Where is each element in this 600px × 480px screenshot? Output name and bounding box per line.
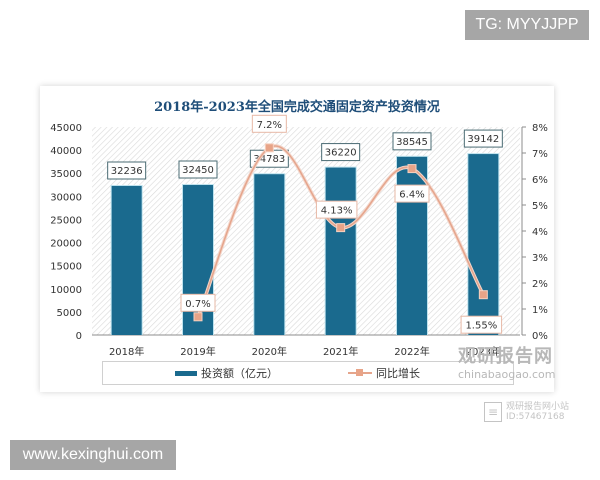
y-right-tick-label: 3% <box>532 253 548 264</box>
growth-value-label: 7.2% <box>257 120 282 131</box>
bar-investment <box>397 156 427 335</box>
y-left-tick-label: 40000 <box>50 146 82 157</box>
bar-value-label: 38545 <box>396 137 428 148</box>
bar-value-label-box <box>107 161 147 180</box>
x-tick-label: 2023年 <box>466 345 501 358</box>
growth-value-label: 0.7% <box>185 299 210 310</box>
bar-investment <box>254 174 285 335</box>
growth-value-label-box <box>460 315 503 334</box>
legend-label-investment: 投资额（亿元） <box>201 367 278 380</box>
y-right-tick-label: 7% <box>532 149 548 160</box>
y-right-tick-label: 1% <box>532 305 548 316</box>
growth-marker <box>336 223 346 233</box>
y-left-tick-label: 20000 <box>50 239 82 250</box>
brand-watermark-cn: 观研报告网 <box>458 346 553 367</box>
growth-value-label: 4.13% <box>321 206 353 217</box>
y-left-tick-label: 5000 <box>57 308 82 319</box>
y-right-tick-label: 6% <box>532 175 548 186</box>
telegram-watermark-badge: TG: MYYJJPP <box>465 10 589 40</box>
bar-value-label-box <box>392 132 432 151</box>
bar-value-label: 34783 <box>253 154 285 165</box>
growth-value-label: 6.4% <box>399 190 424 201</box>
site-watermark-badge: www.kexinghui.com <box>10 440 176 470</box>
y-left-tick-label: 0 <box>76 331 82 342</box>
growth-marker <box>407 164 417 174</box>
legend-item-investment: 投资额（亿元） <box>175 365 278 381</box>
bar-investment <box>468 154 499 335</box>
growth-value-label-box <box>394 184 430 203</box>
legend-item-growth: 同比增长 <box>348 365 420 381</box>
bar-value-label: 32236 <box>111 166 143 177</box>
bar-swatch-icon <box>175 370 197 376</box>
bar-value-label-box <box>321 143 361 162</box>
bar-investment <box>325 167 356 335</box>
x-tick-label: 2018年 <box>109 345 144 358</box>
growth-value-label: 1.55% <box>465 321 497 332</box>
bar-value-label: 36220 <box>325 148 357 159</box>
y-right-tick-label: 0% <box>532 331 548 342</box>
y-left-tick-label: 45000 <box>50 123 82 134</box>
bar-value-label: 39142 <box>467 134 499 145</box>
y-left-tick-label: 35000 <box>50 169 82 180</box>
x-tick-label: 2019年 <box>180 345 215 358</box>
bar-value-label: 32450 <box>182 165 214 176</box>
brand-watermark: 观研报告网 chinabaogao.com <box>458 342 556 381</box>
legend-label-growth: 同比增长 <box>376 367 420 380</box>
y-right-tick-label: 8% <box>532 123 548 134</box>
x-tick-label: 2020年 <box>252 345 287 358</box>
growth-marker <box>478 290 488 300</box>
bar-value-label-box <box>178 160 218 179</box>
mini-station-watermark: ≡ 观研报告网小站 ID:57467168 <box>484 402 569 422</box>
station-logo-icon: ≡ <box>484 402 502 422</box>
y-right-tick-label: 5% <box>532 201 548 212</box>
plot-area-background <box>92 127 520 335</box>
y-left-tick-label: 15000 <box>50 262 82 273</box>
y-right-tick-label: 2% <box>532 279 548 290</box>
bar-value-label-box <box>463 129 503 148</box>
y-right-tick-label: 4% <box>532 227 548 238</box>
chart-legend: 投资额（亿元） 同比增长 <box>102 361 514 385</box>
chart-card: 2018年-2023年全国完成交通固定资产投资情况 45000 40000 3500… <box>40 86 554 392</box>
mini-watermark-line1: 观研报告网小站 <box>506 402 570 412</box>
chart-plot: 45000 40000 35000 30000 25000 20000 15000 10000… <box>50 114 548 358</box>
growth-marker <box>264 143 274 153</box>
bar-investment <box>111 185 142 335</box>
chart-title: 2018年-2023年全国完成交通固定资产投资情况 <box>154 100 440 115</box>
y-left-tick-label: 10000 <box>50 285 82 296</box>
mini-watermark-line2: ID:57467168 <box>506 412 565 422</box>
line-marker-swatch-icon <box>348 368 372 378</box>
y-left-tick-label: 25000 <box>50 215 82 226</box>
growth-marker <box>193 312 203 322</box>
growth-value-label-box <box>251 114 287 133</box>
growth-value-label-box <box>180 293 216 312</box>
x-tick-label: 2022年 <box>394 345 429 358</box>
brand-watermark-en: chinabaogao.com <box>458 368 556 381</box>
x-tick-label: 2021年 <box>323 345 358 358</box>
y-left-tick-label: 30000 <box>50 192 82 203</box>
growth-value-label-box <box>315 200 358 219</box>
